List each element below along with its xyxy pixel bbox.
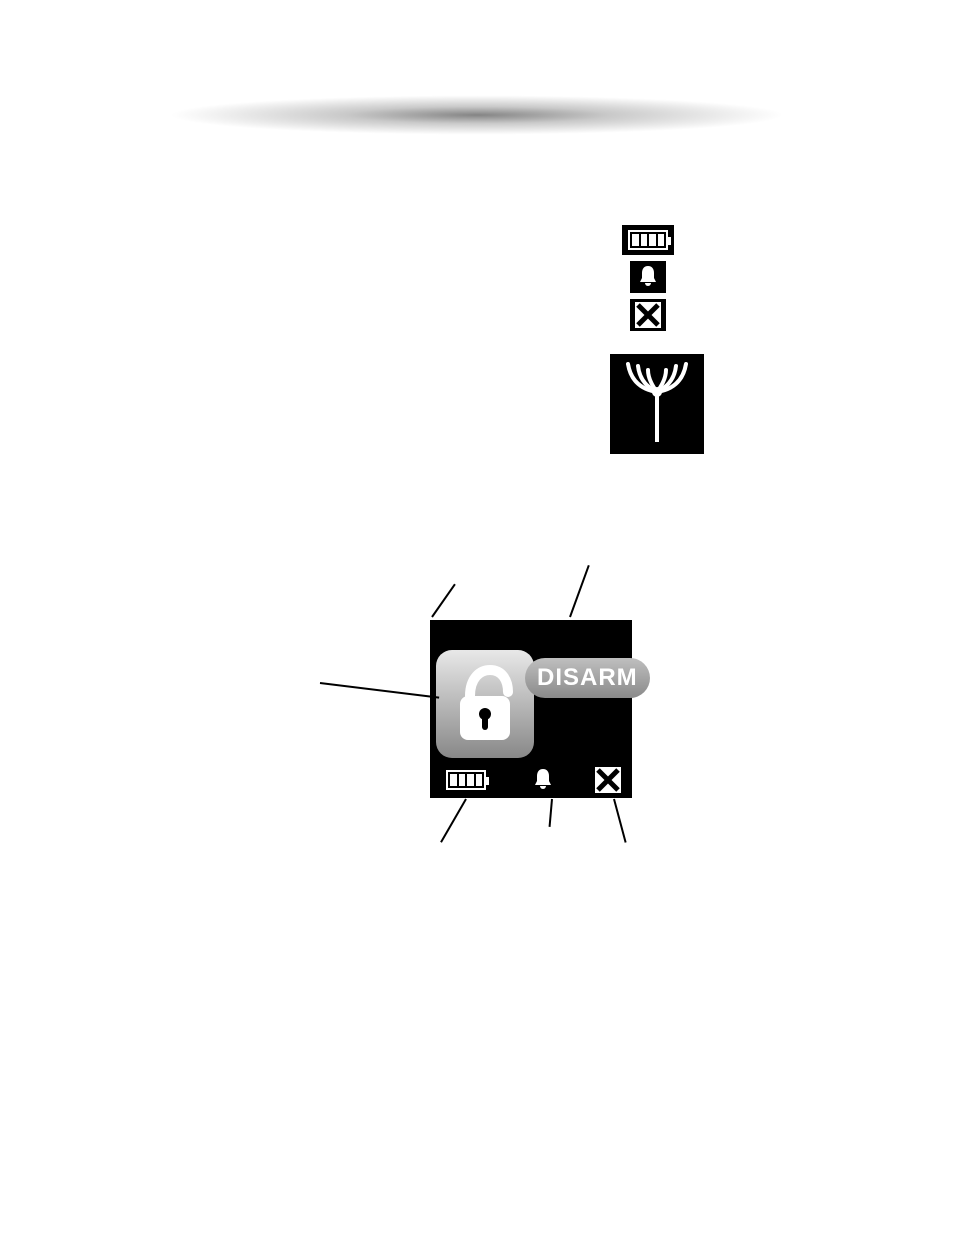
device-bottom-bar [430, 762, 632, 798]
header-shadow [40, 80, 914, 150]
callout-line [440, 799, 467, 843]
unlocked-padlock-icon [436, 650, 534, 758]
bell-icon [527, 765, 559, 795]
arm-status-pill: DISARM [525, 658, 650, 698]
callout-line [431, 584, 456, 618]
bell-icon [630, 261, 666, 293]
device-screen: DISARM [430, 620, 632, 798]
device-main-area: DISARM [430, 620, 632, 762]
battery-full-icon [622, 225, 674, 255]
close-x-icon [592, 765, 624, 795]
callout-line [320, 682, 439, 699]
wireless-signal-icon [610, 354, 704, 454]
status-icon-legend [622, 225, 674, 331]
battery-full-icon [438, 765, 494, 795]
close-x-icon [630, 299, 666, 331]
arm-status-label: DISARM [537, 664, 638, 691]
callout-line [569, 565, 590, 617]
callout-line [613, 799, 627, 843]
callout-line [549, 799, 553, 827]
